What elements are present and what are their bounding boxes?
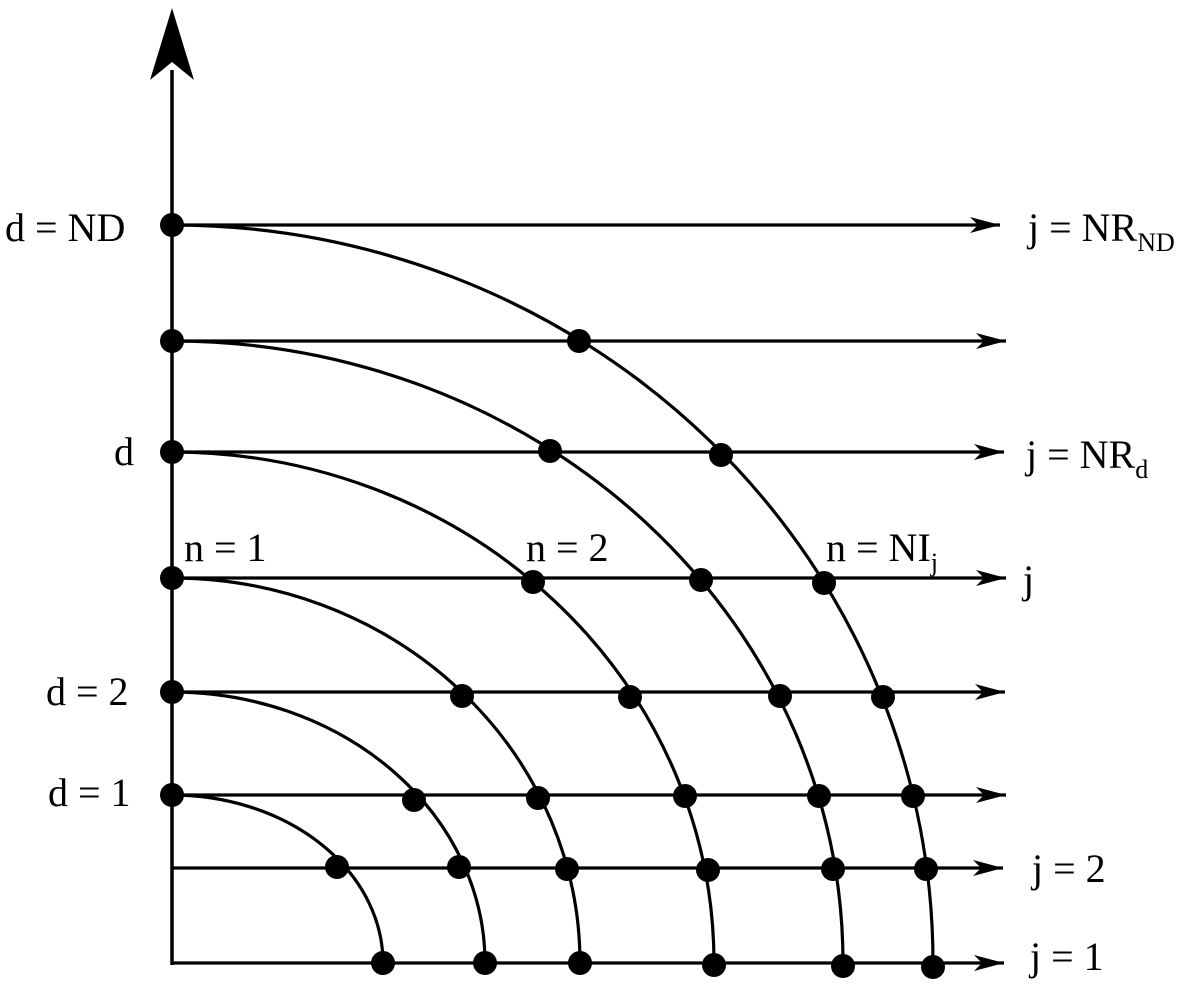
- label-n-nij: n = NIj: [826, 525, 938, 577]
- grid-point-arc3-3: [555, 857, 579, 881]
- label-j-nrnd-main: j = NR: [1026, 205, 1138, 250]
- grid-point-arc4-1: [521, 570, 545, 594]
- grid-point-arc5-6: [831, 954, 855, 978]
- grid-point-arc2-2: [447, 855, 471, 879]
- grid-point-arc2-1: [402, 788, 426, 812]
- grid-point-arc6-7: [921, 955, 945, 979]
- grid-point-arc6-6: [914, 857, 938, 881]
- grid-point-arc5-2: [689, 568, 713, 592]
- grid-point-arc4-3: [673, 784, 697, 808]
- grid-point-arc5-1: [538, 439, 562, 463]
- axis-point-6: [160, 783, 184, 807]
- shell-arc-1: [171, 793, 385, 964]
- label-j-nrnd: j = NRND: [1026, 205, 1175, 257]
- grid-point-arc2-3: [473, 951, 497, 975]
- grid-point-arc4-2: [618, 685, 642, 709]
- shell-arc-4: [171, 450, 716, 964]
- shell-arc-3: [171, 576, 582, 964]
- grid-point-arc3-1: [450, 684, 474, 708]
- label-d-2: d = 2: [46, 669, 129, 714]
- label-n-2: n = 2: [526, 525, 609, 570]
- shell-arcs: [171, 223, 935, 964]
- grid-point-arc1-1: [325, 855, 349, 879]
- label-j-1: j = 1: [1028, 934, 1104, 979]
- label-d-nd: d = ND: [5, 205, 125, 250]
- label-n-1: n = 1: [184, 525, 267, 570]
- grid-point-arc6-3: [812, 571, 836, 595]
- label-n-nij-sub: j: [930, 548, 938, 577]
- axis-point-4: [160, 566, 184, 590]
- label-j: j: [1021, 557, 1034, 602]
- vertical-axis-arrow-icon: [150, 8, 194, 80]
- axis-point-2: [160, 329, 184, 353]
- label-j-nrd-main: j = NR: [1024, 432, 1136, 477]
- grid-point-arc3-4: [568, 951, 592, 975]
- grid-point-arc4-4: [696, 858, 720, 882]
- label-j-nrnd-sub: ND: [1137, 228, 1175, 257]
- grid-point-arc5-3: [768, 684, 792, 708]
- grid-point-arc5-5: [821, 857, 845, 881]
- grid-point-arc6-1: [567, 329, 591, 353]
- grid-point-arc1-2: [371, 951, 395, 975]
- label-n-nij-main: n = NI: [826, 525, 931, 570]
- grid-point-arc5-4: [807, 784, 831, 808]
- grid-point-arc6-4: [871, 685, 895, 709]
- grid-points: [160, 213, 945, 979]
- label-d: d: [114, 429, 134, 474]
- label-j-nrd-sub: d: [1135, 455, 1148, 484]
- shell-arc-5: [171, 339, 845, 964]
- shell-arc-2: [171, 690, 487, 964]
- axis-point-3: [160, 440, 184, 464]
- label-j-2: j = 2: [1030, 846, 1106, 891]
- axis-point-1: [160, 213, 184, 237]
- axis-point-5: [160, 680, 184, 704]
- label-d-1: d = 1: [48, 770, 131, 815]
- grid-point-arc6-2: [709, 443, 733, 467]
- grid-point-arc3-2: [526, 786, 550, 810]
- ray-lines: [172, 217, 1006, 971]
- grid-point-arc6-5: [901, 784, 925, 808]
- grid-point-arc4-5: [702, 953, 726, 977]
- label-j-nrd: j = NRd: [1024, 432, 1148, 484]
